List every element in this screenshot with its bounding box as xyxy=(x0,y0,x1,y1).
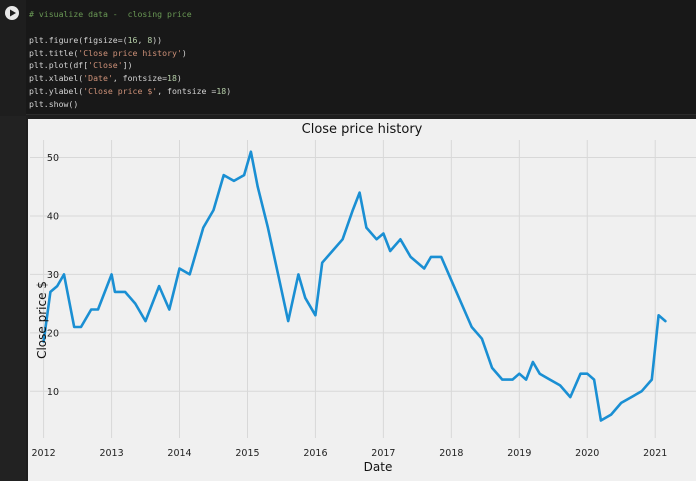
code-line: plt.title('Close price history') xyxy=(29,47,696,60)
x-tick-label: 2015 xyxy=(235,448,259,459)
code-token: , fontsize= xyxy=(112,73,168,84)
code-line: plt.show() xyxy=(29,98,696,111)
code-text[interactable]: # visualize data - closing price plt.figu… xyxy=(26,0,696,111)
code-token: ) xyxy=(181,47,187,58)
y-tick-label: 40 xyxy=(47,211,59,222)
code-token: 'Close price history' xyxy=(78,47,182,58)
code-line: plt.ylabel('Close price $', fontsize =18… xyxy=(29,85,696,98)
code-token: # visualize data - closing price xyxy=(29,9,192,19)
line-chart: 2012 2013 2014 2015 2016 2017 2018 2019 2020 2021… xyxy=(30,140,696,459)
x-tick-label: 2013 xyxy=(99,448,123,459)
code-token: plt.ylabel( xyxy=(29,86,84,97)
x-tick-label: 2018 xyxy=(439,448,463,459)
x-tick-label: 2020 xyxy=(575,448,599,459)
x-tick-label: 2016 xyxy=(303,448,327,459)
code-token: 18 xyxy=(167,73,177,84)
plot-area xyxy=(30,140,696,438)
x-tick-label: 2012 xyxy=(31,448,55,459)
code-token: plt.show() xyxy=(29,98,79,109)
cell-output: Close price history 2012 2013 2014 2015 2016… xyxy=(28,119,696,481)
code-token: ) xyxy=(176,73,182,84)
code-editor[interactable]: # visualize data - closing price plt.figu… xyxy=(26,0,696,115)
code-cell: # visualize data - closing price plt.figu… xyxy=(0,0,696,116)
code-token: 16 xyxy=(127,34,138,45)
code-token: plt.xlabel( xyxy=(29,73,84,84)
code-token: 8 xyxy=(147,34,153,45)
series-line-close xyxy=(42,150,667,422)
code-line xyxy=(29,21,696,34)
x-tick-label: 2017 xyxy=(371,448,395,459)
run-button[interactable] xyxy=(5,6,19,20)
code-token: )) xyxy=(152,34,163,45)
x-tick-label: 2021 xyxy=(643,448,667,459)
x-tick-label: 2014 xyxy=(167,448,191,459)
code-token: ]) xyxy=(122,60,133,71)
y-tick-label: 20 xyxy=(47,328,59,339)
output-gutter xyxy=(0,116,26,481)
code-line: plt.plot(df['Close']) xyxy=(29,59,696,72)
play-icon xyxy=(10,9,16,17)
y-tick-label: 30 xyxy=(47,270,59,281)
code-line: # visualize data - closing price xyxy=(29,8,696,21)
code-line: plt.figure(figsize=(16, 8)) xyxy=(29,34,696,47)
code-token: 'Close' xyxy=(88,60,123,71)
y-tick-label: 50 xyxy=(47,153,59,164)
code-token: 'Date' xyxy=(83,73,113,84)
x-axis-label: Date xyxy=(363,460,393,474)
code-token: 'Close price $' xyxy=(83,86,158,97)
y-axis-label: Close price $ xyxy=(35,281,49,359)
code-token: 18 xyxy=(216,86,227,97)
code-line: plt.xlabel('Date', fontsize=18) xyxy=(29,72,696,85)
x-tick-label: 2019 xyxy=(507,448,531,459)
code-token: , xyxy=(137,34,148,45)
code-token: plt.plot(df[ xyxy=(29,60,89,71)
chart-title: Close price history xyxy=(301,122,423,137)
code-token: , fontsize = xyxy=(157,86,217,97)
y-tick-label: 10 xyxy=(47,387,59,398)
code-token: plt.title( xyxy=(29,47,79,58)
code-token: ) xyxy=(226,86,232,97)
code-token: plt.figure(figsize=( xyxy=(29,34,128,45)
